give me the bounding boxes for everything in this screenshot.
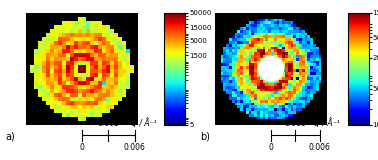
Text: 0.006: 0.006 (124, 143, 146, 152)
Text: b): b) (200, 131, 210, 141)
Text: 0.003: 0.003 (98, 119, 119, 128)
Text: a): a) (6, 131, 15, 141)
Text: Q / Å⁻¹: Q / Å⁻¹ (131, 118, 156, 128)
Text: 0: 0 (80, 143, 85, 152)
Text: 0: 0 (269, 143, 274, 152)
Text: 0.003: 0.003 (285, 119, 307, 128)
Circle shape (259, 56, 284, 81)
Text: Q / Å⁻¹: Q / Å⁻¹ (314, 118, 340, 128)
Text: 0.006: 0.006 (309, 143, 331, 152)
